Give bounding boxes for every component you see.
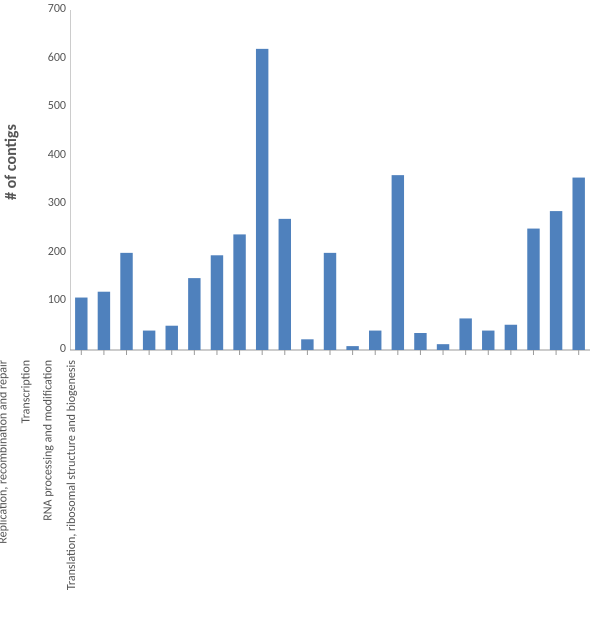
y-tick-label: 500 [38, 99, 66, 113]
bar [505, 325, 517, 350]
bar [550, 211, 562, 350]
bar [437, 344, 449, 350]
plot-area [70, 10, 590, 358]
bar [369, 331, 381, 350]
bar [256, 49, 268, 350]
y-tick-label: 400 [38, 148, 66, 162]
category-label: Transcription [19, 360, 33, 423]
y-tick-label: 100 [38, 293, 66, 307]
bar [414, 333, 426, 350]
y-axis-label: # of contigs [2, 124, 21, 200]
bar [143, 331, 155, 350]
category-label: Translation, ribosomal structure and bio… [65, 360, 79, 590]
bar [279, 219, 291, 350]
y-tick-label: 700 [38, 2, 66, 16]
bar [188, 278, 200, 350]
bar [120, 253, 132, 350]
category-label: Replication, recombination and repair [0, 360, 11, 544]
chart-container: # of contigs 0100200300400500600700 Seco… [0, 0, 605, 643]
bar-chart-svg [70, 10, 590, 358]
bar [233, 234, 245, 350]
y-tick-label: 0 [38, 342, 66, 356]
bar [459, 318, 471, 350]
y-tick-label: 300 [38, 196, 66, 210]
bar [75, 298, 87, 350]
bar [166, 326, 178, 350]
bar [572, 178, 584, 350]
bar [324, 253, 336, 350]
bar [301, 339, 313, 350]
category-label: RNA processing and modification [42, 360, 56, 521]
bar [98, 292, 110, 350]
bar [211, 255, 223, 350]
bar [392, 175, 404, 350]
bar [482, 331, 494, 350]
y-tick-label: 200 [38, 245, 66, 259]
bar [527, 229, 539, 350]
bar [346, 346, 358, 350]
y-tick-label: 600 [38, 51, 66, 65]
